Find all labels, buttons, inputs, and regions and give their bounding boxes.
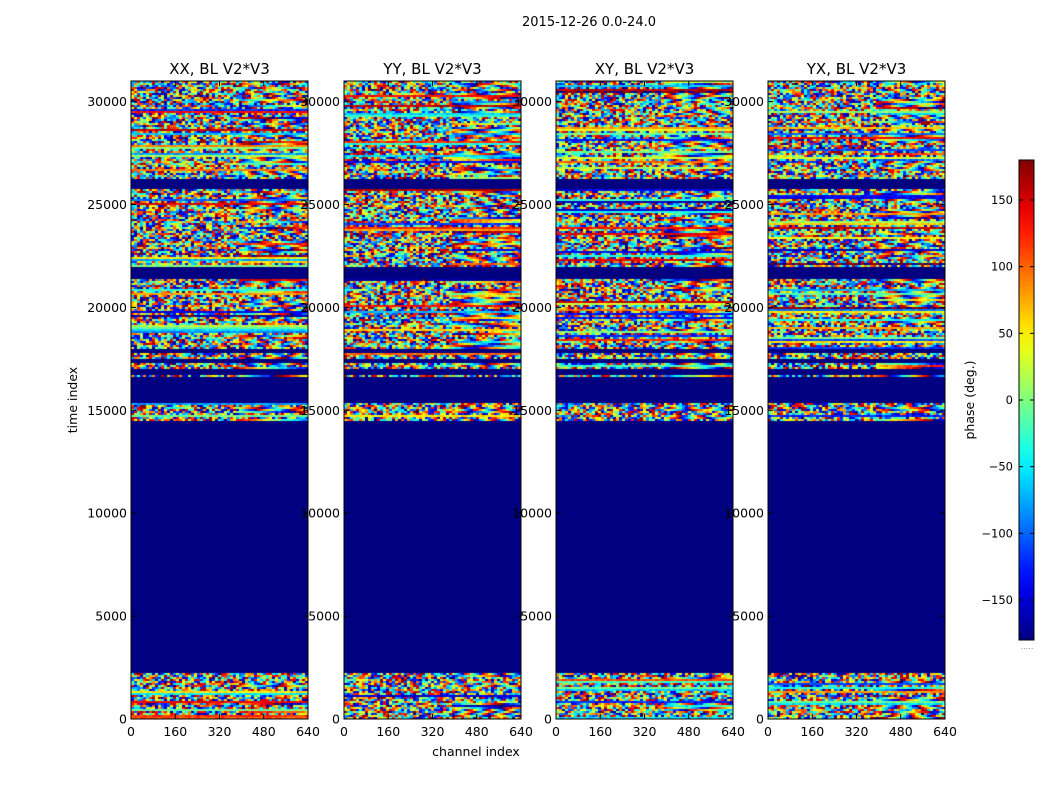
x-tick-label: 480 (889, 724, 913, 739)
y-tick-label: 25000 (300, 197, 340, 212)
x-tick-label: 0 (127, 724, 135, 739)
y-tick-label: 20000 (512, 300, 552, 315)
y-tick-label: 5000 (95, 609, 127, 624)
y-axis-label: time index (65, 367, 80, 433)
colorbar-tick-label: −100 (981, 526, 1013, 540)
y-tick-label: 10000 (724, 506, 764, 521)
heatmap-panel-1: XX, BL V2*V3 0 160 320 480 640 0 5000 10000 15000… (87, 60, 320, 739)
x-tick-label: 480 (677, 724, 701, 739)
x-tick-label: 0 (552, 724, 560, 739)
y-tick-label: 30000 (512, 94, 552, 109)
y-tick-label: 25000 (87, 197, 127, 212)
panel-title: YY, BL V2*V3 (382, 60, 481, 78)
y-tick-label: 15000 (512, 403, 552, 418)
y-tick-label: 15000 (724, 403, 764, 418)
heatmap-image (556, 81, 733, 719)
y-tick-label: 0 (544, 712, 552, 727)
panel-title: XY, BL V2*V3 (595, 60, 695, 78)
x-tick-label: 320 (421, 724, 445, 739)
x-tick-label: 160 (376, 724, 400, 739)
colorbar-tick-label: 150 (991, 193, 1013, 207)
y-tick-label: 5000 (308, 609, 340, 624)
y-tick-label: 10000 (300, 506, 340, 521)
y-tick-label: 25000 (512, 197, 552, 212)
y-tick-label: 15000 (300, 403, 340, 418)
y-tick-label: 0 (119, 712, 127, 727)
heatmap-image (768, 81, 945, 719)
y-tick-label: 20000 (300, 300, 340, 315)
colorbar-tick-label: 0 (1006, 393, 1013, 407)
heatmap-image (131, 81, 308, 719)
x-tick-label: 320 (208, 724, 232, 739)
y-tick-label: 5000 (732, 609, 764, 624)
heatmap-panel-3: XY, BL V2*V3 0 160 320 480 640 0 5000 10000 15000… (512, 60, 745, 739)
y-tick-label: 0 (332, 712, 340, 727)
colorbar: −150 −100 −50 0 50 100 150 (981, 159, 1035, 641)
y-tick-label: 30000 (87, 94, 127, 109)
colorbar-tick-label: −150 (981, 593, 1013, 607)
x-tick-label: 640 (296, 724, 320, 739)
y-tick-label: 30000 (724, 94, 764, 109)
colorbar-tick-label: 100 (991, 260, 1013, 274)
heatmap-panel-2: YY, BL V2*V3 0 160 320 480 640 0 5000 10000 15000… (300, 60, 533, 739)
figure-suptitle: 2015-12-26 0.0-24.0 (522, 15, 656, 30)
colorbar-tick-label: −50 (989, 460, 1013, 474)
x-axis-label: channel index (432, 744, 520, 759)
x-tick-label: 480 (252, 724, 276, 739)
heatmap-panel-4: YX, BL V2*V3 0 160 320 480 640 0 5000 10000 15000… (724, 60, 957, 739)
y-tick-label: 25000 (724, 197, 764, 212)
x-tick-label: 480 (465, 724, 489, 739)
y-tick-label: 10000 (87, 506, 127, 521)
y-tick-label: 20000 (724, 300, 764, 315)
x-tick-label: 160 (588, 724, 612, 739)
x-tick-label: 640 (933, 724, 957, 739)
y-tick-label: 15000 (87, 403, 127, 418)
y-tick-label: 10000 (512, 506, 552, 521)
panel-title: XX, BL V2*V3 (169, 60, 270, 78)
x-tick-label: 320 (845, 724, 869, 739)
x-tick-label: 0 (340, 724, 348, 739)
y-tick-label: 5000 (520, 609, 552, 624)
panel-title: YX, BL V2*V3 (806, 60, 907, 78)
heatmap-panels: XX, BL V2*V3 0 160 320 480 640 0 5000 10000 15000… (87, 60, 957, 739)
x-tick-label: 640 (509, 724, 533, 739)
x-tick-label: 160 (800, 724, 824, 739)
x-tick-label: 0 (764, 724, 772, 739)
x-tick-label: 160 (163, 724, 187, 739)
heatmap-image (344, 81, 521, 719)
colorbar-label: phase (deg.) (962, 361, 977, 440)
y-tick-label: 20000 (87, 300, 127, 315)
colorbar-tick-label: 50 (998, 326, 1013, 340)
x-tick-label: 640 (721, 724, 745, 739)
y-tick-label: 30000 (300, 94, 340, 109)
y-tick-label: 0 (756, 712, 764, 727)
x-tick-label: 320 (633, 724, 657, 739)
colorbar-footnote: ..... (1021, 642, 1034, 651)
